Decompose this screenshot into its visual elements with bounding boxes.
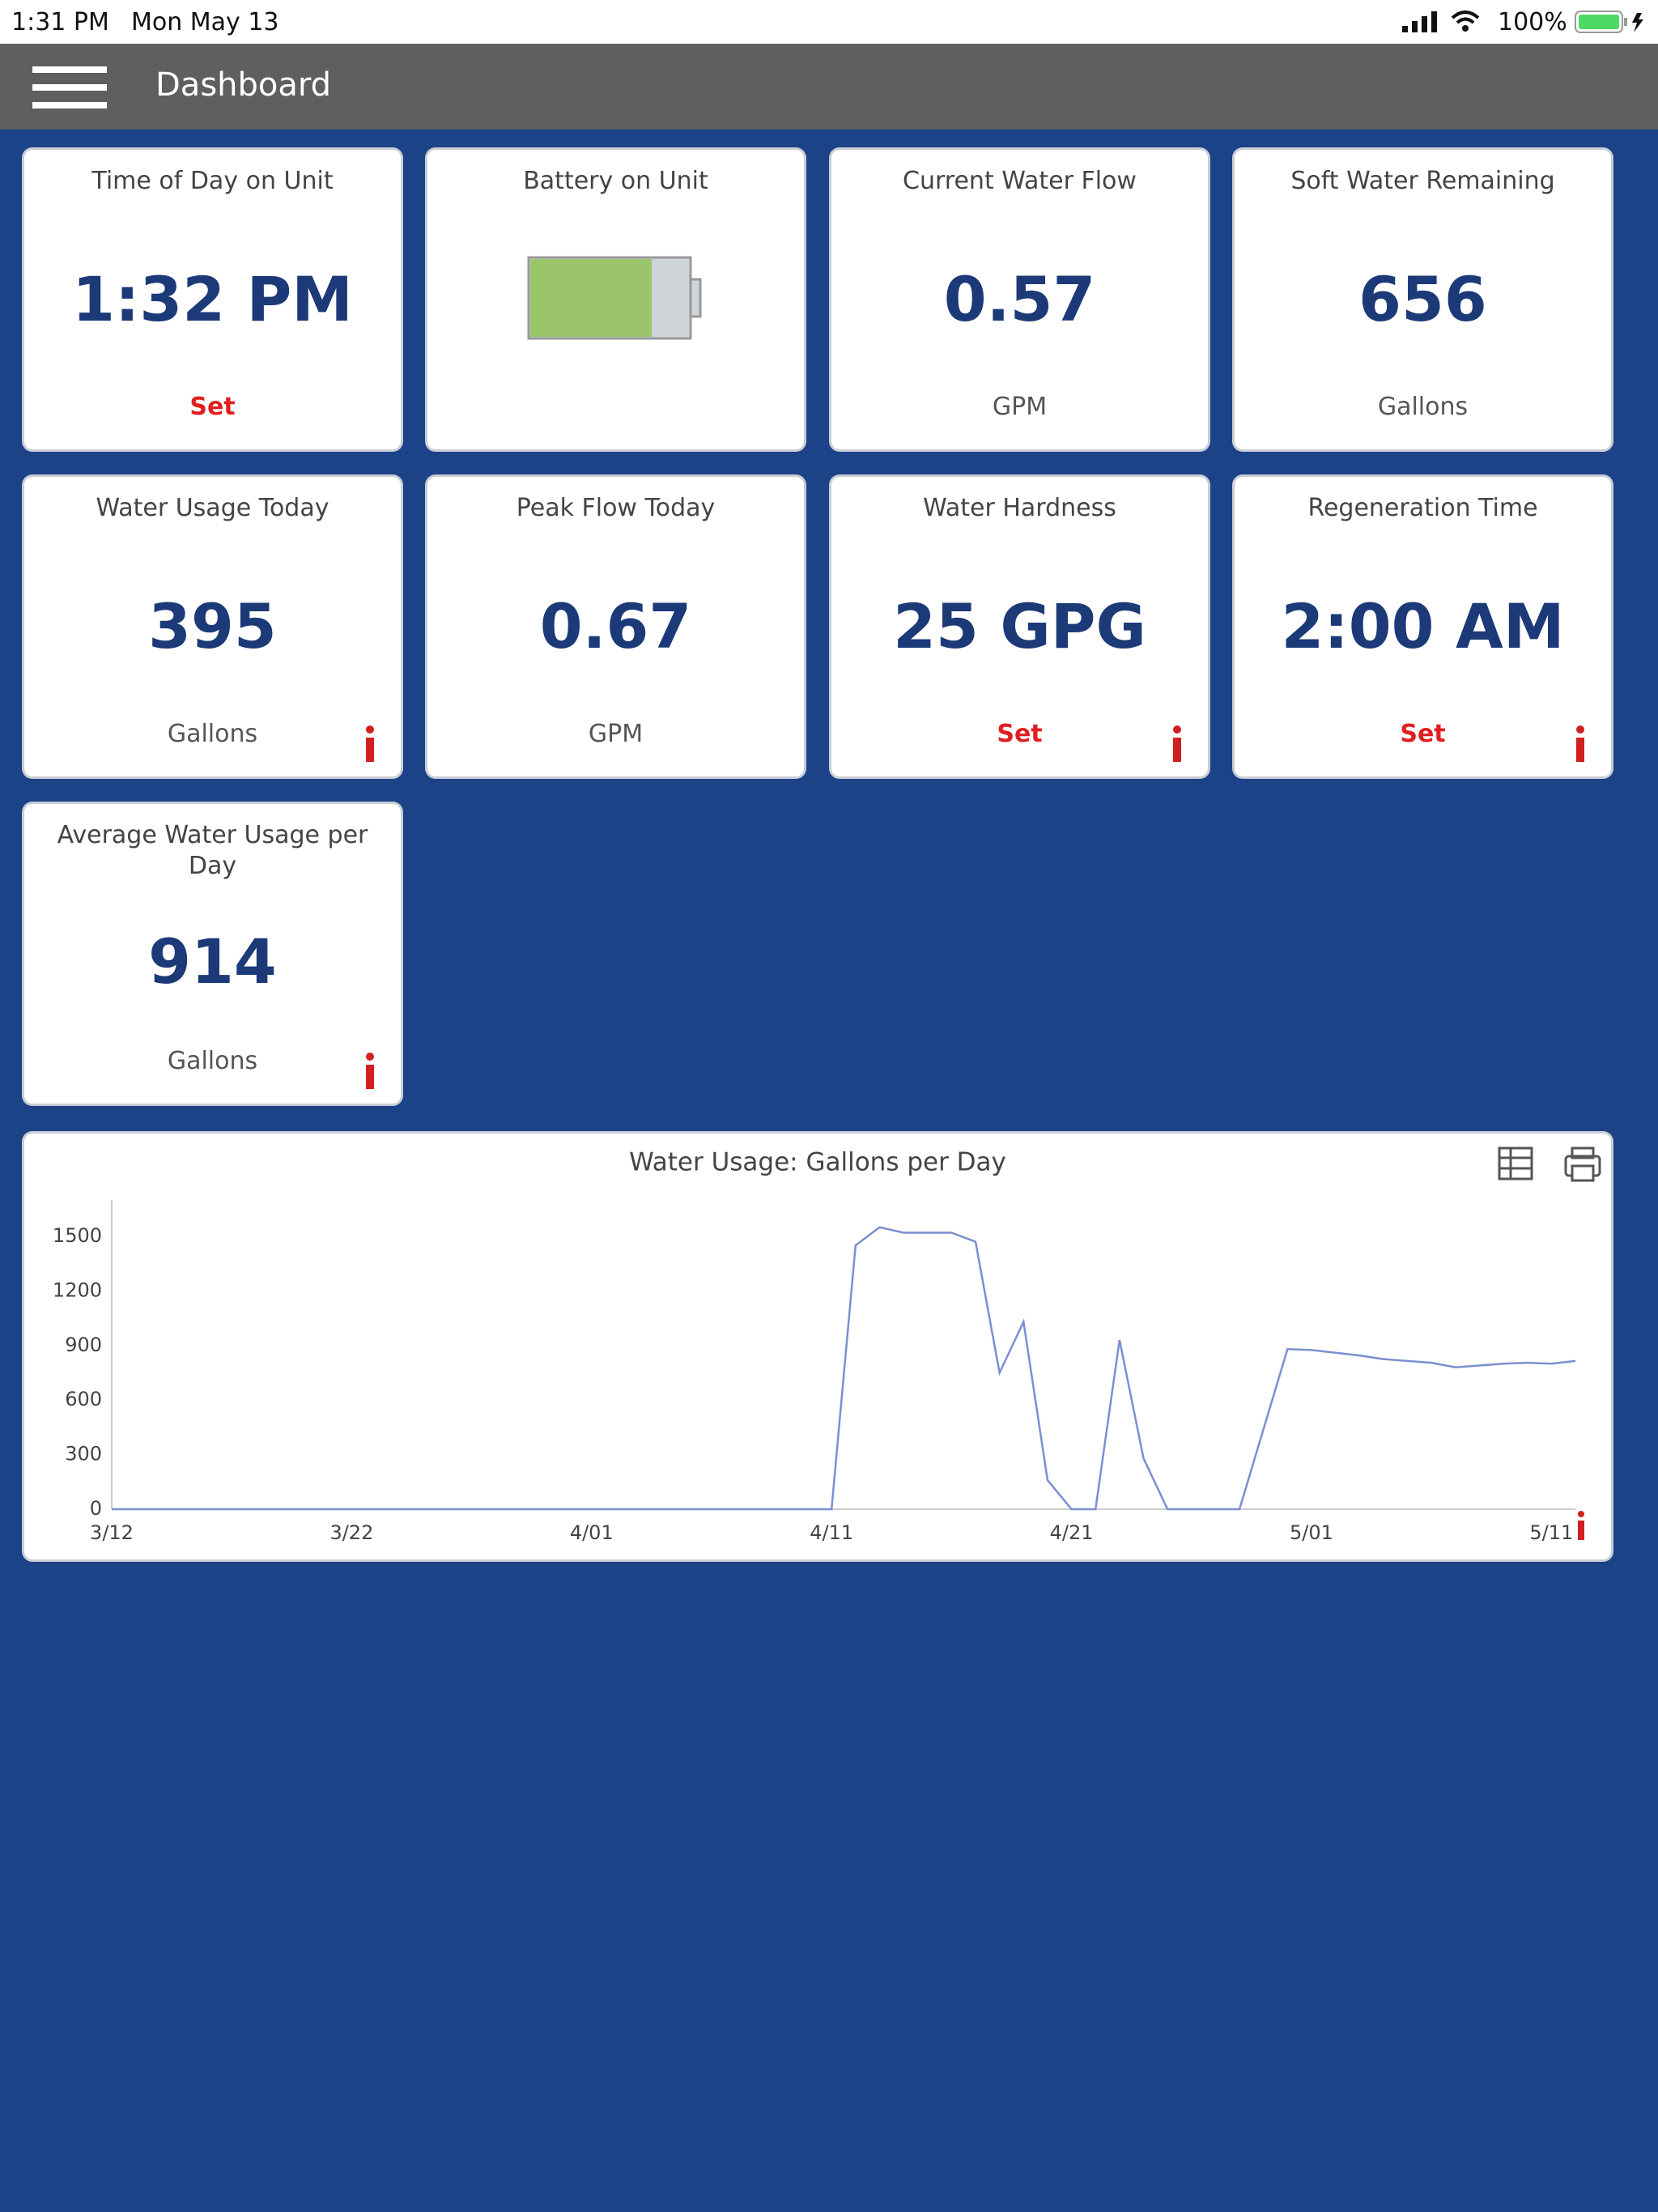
print-icon[interactable] bbox=[1564, 1146, 1601, 1182]
info-stem bbox=[1173, 738, 1181, 762]
info-dot bbox=[366, 1053, 374, 1061]
x-tick-label: 5/11 bbox=[1529, 1521, 1573, 1544]
y-tick-label: 1500 bbox=[53, 1224, 102, 1247]
set-link[interactable]: Set bbox=[189, 393, 236, 421]
card-unit: GPM bbox=[992, 393, 1048, 421]
info-dot bbox=[1576, 725, 1584, 734]
card-title: Current Water Flow bbox=[903, 167, 1137, 195]
info-stem bbox=[1576, 738, 1584, 762]
card-title: Average Water Usage per Day bbox=[57, 821, 368, 880]
battery-fill bbox=[530, 259, 652, 337]
card-title: Water Hardness bbox=[923, 494, 1116, 522]
x-tick-label: 5/01 bbox=[1290, 1521, 1333, 1544]
info-icon[interactable] bbox=[362, 1052, 378, 1091]
info-icon[interactable] bbox=[1578, 1511, 1584, 1540]
card-value: 0.57 bbox=[943, 263, 1096, 335]
card-value: 656 bbox=[1358, 263, 1487, 335]
info-icon[interactable] bbox=[1572, 725, 1588, 764]
battery-tip bbox=[689, 278, 702, 318]
card-value: 1:32 PM bbox=[72, 263, 353, 335]
card-title: Soft Water Remaining bbox=[1290, 167, 1555, 195]
y-tick-label: 900 bbox=[65, 1334, 102, 1356]
card-value: 395 bbox=[148, 590, 277, 662]
battery-icon bbox=[1575, 11, 1643, 33]
card-unit: Gallons bbox=[1377, 393, 1469, 421]
card: Soft Water Remaining 656 Gallons bbox=[1235, 150, 1611, 449]
set-link[interactable]: Set bbox=[997, 720, 1043, 748]
app-header: Dashboard bbox=[0, 44, 1658, 130]
battery-level-icon bbox=[527, 256, 702, 340]
header-title: Dashboard bbox=[155, 66, 332, 104]
card-title: Peak Flow Today bbox=[516, 494, 716, 522]
y-tick-label: 600 bbox=[65, 1388, 102, 1410]
card-value: 25 GPG bbox=[893, 590, 1146, 662]
card-value: 0.67 bbox=[539, 590, 692, 662]
status-time: 1:31 PM bbox=[11, 8, 109, 36]
wifi-icon bbox=[1451, 11, 1480, 32]
table-icon[interactable] bbox=[1498, 1146, 1533, 1180]
card-unit: Gallons bbox=[167, 1047, 258, 1075]
card: Average Water Usage per Day 914 Gallons bbox=[24, 804, 401, 1104]
card-title: Time of Day on Unit bbox=[91, 167, 334, 195]
card-title: Battery on Unit bbox=[523, 167, 708, 195]
info-dot bbox=[1173, 725, 1181, 734]
card: Regeneration Time 2:00 AM Set bbox=[1235, 477, 1611, 776]
info-icon[interactable] bbox=[1169, 725, 1185, 764]
card-title: Water Usage Today bbox=[96, 494, 329, 522]
info-icon[interactable] bbox=[362, 725, 378, 764]
card: Peak Flow Today 0.67 GPM bbox=[427, 477, 804, 776]
signal-icon bbox=[1402, 11, 1437, 32]
card: Water Usage Today 395 Gallons bbox=[24, 477, 401, 776]
menu-button[interactable] bbox=[32, 65, 107, 110]
x-tick-label: 4/01 bbox=[570, 1521, 614, 1544]
card: Current Water Flow 0.57 GPM bbox=[831, 150, 1208, 449]
card: Water Hardness 25 GPG Set bbox=[831, 477, 1208, 776]
chart-card: Water Usage: Gallons per Day 0 300 600 900 1… bbox=[24, 1134, 1611, 1559]
card: Battery on Unit bbox=[427, 150, 804, 449]
card-unit: GPM bbox=[588, 720, 644, 748]
x-tick-label: 4/11 bbox=[810, 1521, 853, 1544]
chart-title: Water Usage: Gallons per Day bbox=[629, 1148, 1006, 1177]
status-bar: 1:31 PM Mon May 13 100% bbox=[0, 0, 1658, 44]
x-tick-label: 3/22 bbox=[329, 1521, 373, 1544]
card: Time of Day on Unit 1:32 PM Set bbox=[24, 150, 401, 449]
x-tick-label: 3/12 bbox=[90, 1521, 134, 1544]
card-value: 2:00 AM bbox=[1281, 590, 1565, 662]
battery-percent: 100% bbox=[1498, 8, 1567, 36]
info-stem bbox=[366, 738, 374, 762]
data-line bbox=[112, 1226, 1576, 1511]
y-tick-label: 300 bbox=[65, 1443, 102, 1465]
y-tick-label: 1200 bbox=[53, 1278, 102, 1301]
y-tick-label: 0 bbox=[90, 1497, 102, 1520]
info-stem bbox=[366, 1065, 374, 1089]
set-link[interactable]: Set bbox=[1400, 720, 1446, 748]
chart: Water Usage: Gallons per Day 0 300 600 900 1… bbox=[53, 1146, 1601, 1544]
card-unit: Gallons bbox=[167, 720, 258, 748]
status-date: Mon May 13 bbox=[131, 8, 279, 36]
card-title: Regeneration Time bbox=[1307, 494, 1538, 522]
card-value: 914 bbox=[148, 925, 277, 998]
info-dot bbox=[366, 725, 374, 734]
x-tick-label: 4/21 bbox=[1050, 1521, 1094, 1544]
